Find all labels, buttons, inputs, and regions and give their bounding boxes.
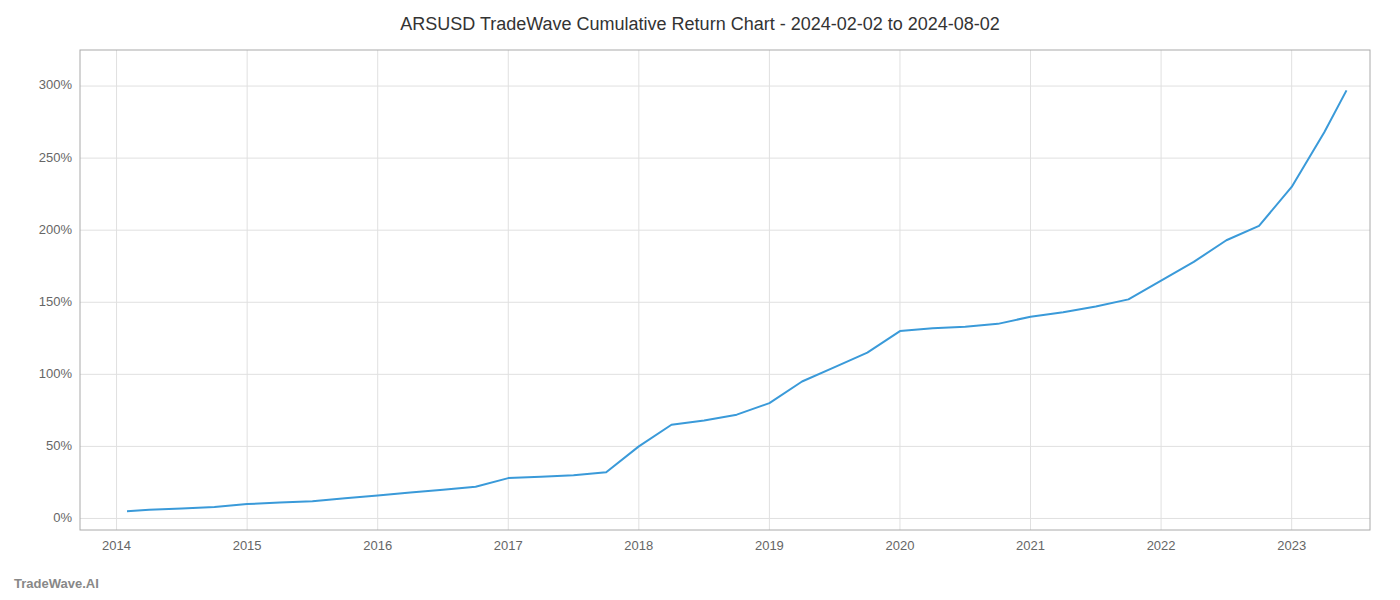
y-grid-line: [80, 158, 1370, 159]
y-tick-label: 100%: [39, 366, 73, 381]
x-tick-label: 2016: [363, 538, 392, 553]
x-grid-line: [247, 50, 248, 530]
plot-frame: [80, 50, 1370, 530]
chart-svg: ARSUSD TradeWave Cumulative Return Chart…: [0, 0, 1400, 600]
x-tick-label: 2019: [755, 538, 784, 553]
x-grid-line: [1030, 50, 1031, 530]
plot-area: [127, 90, 1347, 511]
y-grid-line: [80, 446, 1370, 447]
y-tick-label: 50%: [46, 438, 72, 453]
x-grid-line: [638, 50, 639, 530]
tick-labels: 0% 50% 100% 150% 200% 250% 300% 2014 2015 2016 201…: [39, 77, 1306, 553]
y-tick-label: 250%: [39, 150, 73, 165]
y-grid-line: [80, 518, 1370, 519]
x-grid-line: [1291, 50, 1292, 530]
y-grid-line: [80, 230, 1370, 231]
y-grid-line: [80, 302, 1370, 303]
x-tick-label: 2018: [624, 538, 653, 553]
y-grid-line: [80, 374, 1370, 375]
x-grid-line: [899, 50, 900, 530]
x-tick-label: 2014: [102, 538, 131, 553]
x-grid-line: [116, 50, 117, 530]
y-tick-label: 150%: [39, 294, 73, 309]
y-tick-label: 200%: [39, 222, 73, 237]
x-tick-label: 2015: [233, 538, 262, 553]
x-grid-line: [377, 50, 378, 530]
title: ARSUSD TradeWave Cumulative Return Chart…: [400, 14, 1000, 34]
line: [127, 90, 1347, 511]
x-tick-label: 2021: [1016, 538, 1045, 553]
x-tick-label: 2023: [1277, 538, 1306, 553]
x-tick-label: 2022: [1147, 538, 1176, 553]
x-grid-line: [508, 50, 509, 530]
y-tick-label: 300%: [39, 77, 73, 92]
y-tick-label: 0%: [53, 510, 72, 525]
x-tick-label: 2020: [885, 538, 914, 553]
x-tick-label: 2017: [494, 538, 523, 553]
annotation: TradeWave.AI: [14, 576, 99, 591]
y-grid-line: [80, 86, 1370, 87]
chart-container: ARSUSD TradeWave Cumulative Return Chart…: [0, 0, 1400, 600]
grid: [80, 50, 1370, 530]
x-grid-line: [1161, 50, 1162, 530]
x-grid-line: [769, 50, 770, 530]
